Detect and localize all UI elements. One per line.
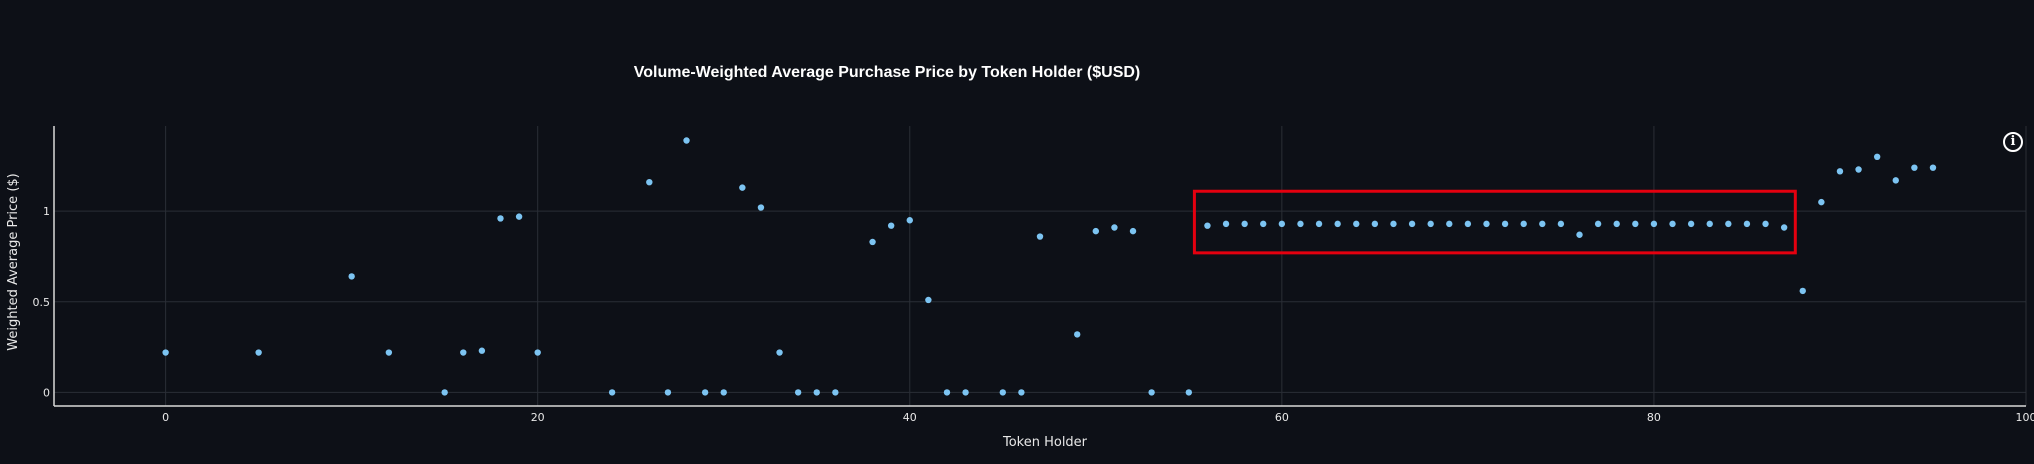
- data-point: [887, 222, 895, 229]
- data-point: [385, 349, 393, 356]
- data-point: [1818, 198, 1825, 206]
- x-tick-label: 100: [2016, 411, 2034, 424]
- data-point: [1446, 220, 1453, 228]
- data-point: [460, 349, 467, 356]
- data-point: [1018, 389, 1025, 396]
- data-point: [1408, 220, 1416, 228]
- data-point: [1464, 220, 1472, 228]
- data-point: [1204, 222, 1211, 229]
- y-tick-label: 0.5: [33, 296, 51, 309]
- data-point: [441, 389, 448, 396]
- data-point: [1743, 220, 1751, 228]
- x-tick-label: 80: [1647, 411, 1661, 424]
- data-point: [813, 389, 820, 396]
- data-point: [1427, 220, 1434, 228]
- grid-lines: [54, 126, 2027, 406]
- data-point: [739, 184, 746, 191]
- data-point: [869, 238, 876, 246]
- data-point: [1334, 220, 1341, 228]
- data-point: [534, 349, 541, 356]
- data-point: [1390, 220, 1397, 228]
- x-tick-label: 0: [162, 411, 169, 424]
- data-point: [1557, 220, 1565, 228]
- data-point: [497, 215, 504, 222]
- data-point: [943, 389, 951, 396]
- data-point: [1483, 220, 1490, 228]
- y-axis-label: Weighted Average Price ($): [6, 173, 21, 350]
- data-point: [720, 389, 727, 396]
- x-tick-labels: 0 20 40 60 80 100: [162, 411, 2034, 424]
- data-point: [1706, 220, 1713, 228]
- data-point: [832, 389, 839, 396]
- data-point: [1074, 331, 1081, 338]
- data-point: [1539, 220, 1546, 228]
- data-point: [646, 178, 653, 186]
- data-point: [348, 273, 355, 280]
- y-tick-label: 0: [43, 386, 50, 399]
- data-point: [1780, 224, 1788, 231]
- data-point: [1260, 220, 1267, 228]
- data-point: [683, 137, 690, 144]
- data-point: [1762, 220, 1769, 228]
- data-point: [1650, 220, 1658, 228]
- data-point: [1799, 287, 1806, 295]
- data-point: [962, 389, 969, 396]
- data-point: [1222, 220, 1230, 228]
- x-axis-label: Token Holder: [1002, 435, 1088, 450]
- data-point: [1278, 220, 1286, 228]
- data-point: [1129, 227, 1137, 235]
- data-point: [1929, 164, 1937, 171]
- data-point: [1836, 168, 1844, 175]
- data-point: [701, 389, 709, 396]
- data-point: [1576, 231, 1583, 238]
- data-point: [925, 296, 932, 304]
- data-point: [794, 389, 802, 396]
- data-point: [1632, 220, 1639, 228]
- data-point: [608, 389, 616, 396]
- data-point: [1111, 224, 1118, 231]
- data-point: [1297, 220, 1304, 228]
- y-tick-label: 1: [43, 205, 50, 218]
- data-point: [255, 349, 262, 356]
- data-point: [162, 349, 169, 356]
- data-point: [999, 389, 1006, 396]
- data-point: [906, 217, 913, 224]
- x-tick-label: 60: [1275, 411, 1289, 424]
- data-point: [1185, 389, 1193, 396]
- y-tick-labels: 00.51: [33, 205, 51, 399]
- data-point: [1241, 220, 1248, 228]
- data-point: [1036, 233, 1044, 240]
- data-point: [1315, 220, 1323, 228]
- data-points: [162, 137, 1937, 396]
- data-point: [1873, 153, 1881, 161]
- highlight-box: [1192, 189, 1797, 255]
- info-icon[interactable]: i: [2003, 132, 2023, 152]
- data-point: [1892, 177, 1899, 184]
- data-point: [1092, 227, 1100, 235]
- data-point: [1911, 164, 1918, 171]
- x-tick-label: 20: [531, 411, 545, 424]
- data-point: [776, 349, 783, 356]
- data-point: [1669, 220, 1676, 228]
- data-point: [1353, 220, 1360, 228]
- axes: [53, 126, 2026, 407]
- data-point: [478, 347, 486, 354]
- data-point: [1501, 220, 1509, 228]
- data-point: [1687, 220, 1695, 228]
- data-point: [515, 213, 523, 220]
- data-point: [1594, 220, 1602, 228]
- data-point: [1725, 220, 1732, 228]
- x-tick-label: 40: [903, 411, 917, 424]
- data-point: [1371, 220, 1379, 228]
- data-point: [757, 204, 765, 211]
- chart-title: Volume-Weighted Average Purchase Price b…: [634, 64, 1141, 81]
- data-point: [1148, 389, 1155, 396]
- data-point: [1855, 166, 1862, 173]
- data-point: [664, 389, 672, 396]
- data-point: [1520, 220, 1527, 228]
- data-point: [1613, 220, 1620, 228]
